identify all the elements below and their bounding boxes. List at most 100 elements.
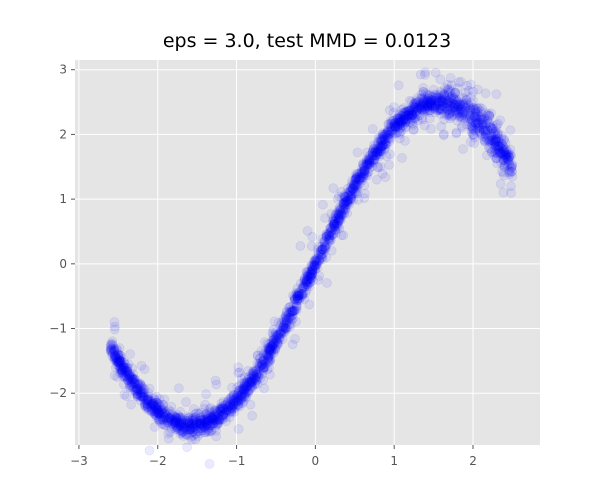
data-point (495, 115, 506, 126)
data-point (372, 140, 383, 151)
data-point (217, 403, 228, 414)
data-point (228, 390, 239, 401)
data-point (235, 390, 246, 401)
data-point (498, 170, 509, 181)
data-point (287, 306, 298, 317)
data-point (281, 310, 291, 321)
data-point (492, 128, 503, 139)
data-point (147, 405, 158, 416)
data-point (244, 385, 254, 396)
data-point (338, 230, 349, 241)
data-point (359, 164, 370, 175)
data-point (432, 92, 443, 103)
data-point (249, 378, 260, 389)
data-point (190, 414, 201, 425)
data-point (472, 84, 483, 95)
data-point (412, 105, 423, 116)
data-point (342, 198, 353, 209)
data-point (470, 122, 481, 133)
data-point (288, 305, 299, 316)
data-point (333, 212, 344, 223)
data-point (359, 188, 370, 199)
data-point (113, 349, 124, 360)
data-point (267, 335, 278, 346)
data-point (437, 101, 448, 112)
data-point (215, 405, 226, 415)
data-point (221, 416, 232, 427)
data-point (166, 401, 177, 412)
data-point (284, 302, 295, 312)
data-point (232, 390, 243, 401)
data-point (389, 120, 400, 130)
data-point (400, 135, 410, 146)
data-point (208, 415, 219, 426)
data-point (454, 100, 465, 111)
data-point (232, 382, 243, 393)
data-point (454, 112, 465, 123)
data-point (194, 418, 205, 429)
data-point (214, 403, 225, 414)
data-point (284, 308, 294, 318)
data-point (461, 95, 472, 105)
data-point (316, 249, 327, 260)
data-point (491, 144, 502, 155)
data-point (483, 135, 494, 146)
data-point (352, 147, 363, 158)
data-point (419, 106, 430, 117)
data-point (181, 430, 192, 440)
data-point (330, 227, 341, 238)
data-point (505, 149, 516, 160)
data-point (494, 133, 504, 144)
data-point (175, 406, 186, 417)
data-point (500, 151, 511, 162)
data-point (240, 387, 251, 398)
data-point (248, 366, 259, 377)
data-point (184, 415, 195, 426)
y-tick-label: 0 (59, 257, 67, 271)
data-point (229, 398, 239, 409)
data-point (386, 126, 397, 137)
data-point (217, 403, 228, 414)
data-point (241, 391, 252, 402)
data-point (392, 121, 403, 132)
data-point (172, 422, 182, 433)
data-point (442, 103, 453, 114)
data-point (350, 181, 360, 192)
data-point (107, 348, 118, 359)
data-point (490, 134, 501, 144)
data-point (160, 410, 171, 421)
data-point (430, 101, 441, 112)
data-point (482, 125, 493, 136)
data-point (154, 408, 165, 419)
data-point (126, 372, 137, 383)
data-point (129, 376, 139, 387)
data-point (506, 181, 516, 192)
data-point (470, 114, 481, 124)
chart-title: eps = 3.0, test MMD = 0.0123 (162, 30, 452, 52)
data-point (331, 208, 342, 218)
data-point (285, 319, 296, 330)
data-point (419, 105, 430, 115)
data-point (468, 86, 479, 97)
data-point (373, 146, 384, 157)
data-point (380, 138, 391, 149)
data-point (146, 398, 156, 409)
data-point (257, 359, 268, 370)
data-point (392, 114, 403, 124)
data-point (335, 214, 346, 225)
data-point (225, 393, 236, 404)
data-point (422, 105, 433, 115)
data-point (447, 106, 458, 117)
data-point (203, 426, 214, 437)
data-point (136, 360, 147, 371)
data-point (267, 342, 278, 353)
data-point (334, 213, 345, 224)
data-point (243, 365, 253, 376)
data-point (375, 145, 386, 156)
data-point (388, 116, 399, 126)
data-point (295, 278, 306, 289)
data-point (321, 239, 332, 250)
data-point (474, 127, 485, 138)
data-point (321, 241, 331, 252)
